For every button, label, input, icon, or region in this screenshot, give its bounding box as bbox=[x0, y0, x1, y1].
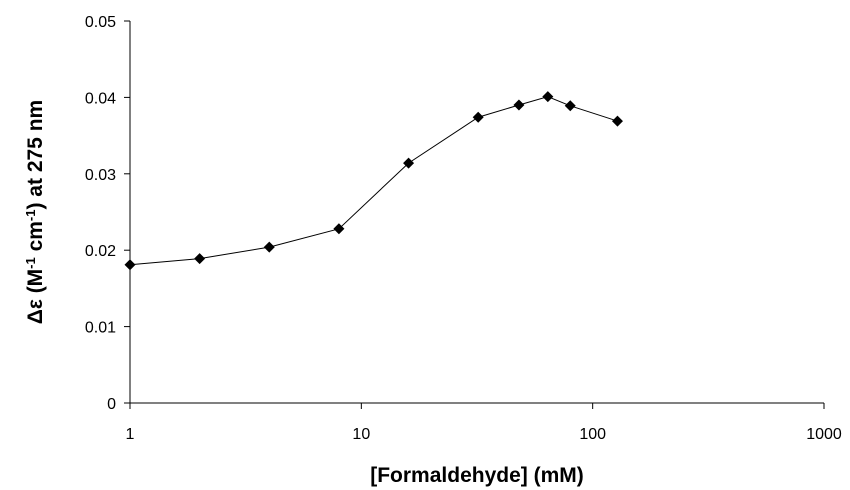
x-tick-label: 100 bbox=[579, 426, 606, 443]
data-point-marker bbox=[403, 157, 415, 169]
series-line bbox=[129, 96, 618, 266]
y-axis-title-sup1: -1 bbox=[23, 257, 38, 269]
x-tick-label: 1000 bbox=[806, 426, 842, 443]
x-axis-title: [Formaldehyde] (mM) bbox=[370, 464, 584, 487]
y-tick-label: 0 bbox=[107, 396, 116, 413]
y-axis-title-prefix: Δε (M bbox=[24, 269, 47, 324]
y-tick-label: 0.05 bbox=[85, 14, 116, 31]
data-point-marker bbox=[611, 115, 623, 127]
y-axis-title: Δε (M-1 cm-1) at 275 nm bbox=[23, 100, 48, 324]
data-markers bbox=[124, 91, 623, 271]
y-tick-label: 0.03 bbox=[85, 167, 116, 184]
y-tick-label: 0.02 bbox=[85, 243, 116, 260]
data-point-marker bbox=[513, 99, 525, 111]
data-point-marker bbox=[542, 91, 554, 103]
series-line-group bbox=[129, 96, 618, 266]
data-point-marker bbox=[194, 253, 206, 265]
data-point-marker bbox=[564, 100, 576, 112]
y-tick-label: 0.01 bbox=[85, 320, 116, 337]
x-tick-label: 1 bbox=[126, 426, 135, 443]
data-point-marker bbox=[472, 111, 484, 123]
axes: 0 0.01 0.02 0.03 0.04 0.05 1 10 100 1000 bbox=[85, 14, 842, 443]
y-axis-title-suffix: ) at 275 nm bbox=[24, 100, 47, 210]
y-axis-title-sup2: -1 bbox=[23, 210, 38, 222]
y-axis-title-middle: cm bbox=[24, 221, 47, 257]
x-tick-label: 10 bbox=[352, 426, 370, 443]
data-point-marker bbox=[263, 241, 275, 253]
data-point-marker bbox=[333, 223, 345, 235]
data-point-marker bbox=[124, 259, 136, 271]
y-tick-label: 0.04 bbox=[85, 90, 116, 107]
